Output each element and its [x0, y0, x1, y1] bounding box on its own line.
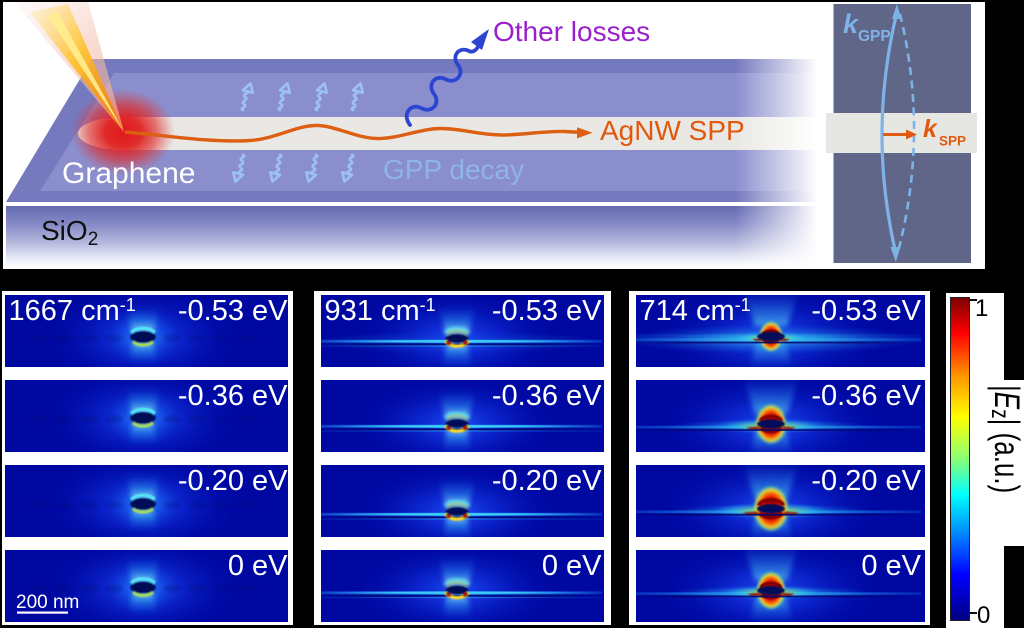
svg-text:k: k [923, 115, 938, 143]
svg-text:0 eV: 0 eV [861, 550, 921, 582]
svg-text:931 cm-1: 931 cm-1 [325, 295, 436, 327]
svg-text:k: k [843, 9, 860, 39]
svg-text:Graphene: Graphene [62, 157, 195, 190]
svg-text:-0.53 eV: -0.53 eV [492, 295, 602, 327]
svg-text:Other losses: Other losses [493, 16, 650, 47]
svg-text:GPP decay: GPP decay [383, 154, 524, 185]
svg-text:-0.36 eV: -0.36 eV [492, 380, 602, 412]
svg-text:-0.20 eV: -0.20 eV [492, 465, 602, 497]
svg-text:AgNW SPP: AgNW SPP [600, 115, 745, 146]
svg-text:GPP: GPP [858, 28, 891, 45]
svg-text:0 eV: 0 eV [542, 550, 602, 582]
svg-text:0 eV: 0 eV [228, 550, 288, 582]
svg-text:714 cm-1: 714 cm-1 [640, 295, 751, 327]
svg-text:-0.53 eV: -0.53 eV [811, 295, 921, 327]
svg-text:-0.36 eV: -0.36 eV [811, 380, 921, 412]
svg-text:-0.53 eV: -0.53 eV [178, 295, 288, 327]
svg-text:1667 cm-1: 1667 cm-1 [9, 295, 136, 327]
svg-text:SPP: SPP [939, 134, 966, 149]
svg-text:-0.20 eV: -0.20 eV [178, 465, 288, 497]
svg-text:200 nm: 200 nm [16, 592, 79, 613]
svg-text:-0.20 eV: -0.20 eV [811, 465, 921, 497]
svg-text:-0.36 eV: -0.36 eV [178, 380, 288, 412]
